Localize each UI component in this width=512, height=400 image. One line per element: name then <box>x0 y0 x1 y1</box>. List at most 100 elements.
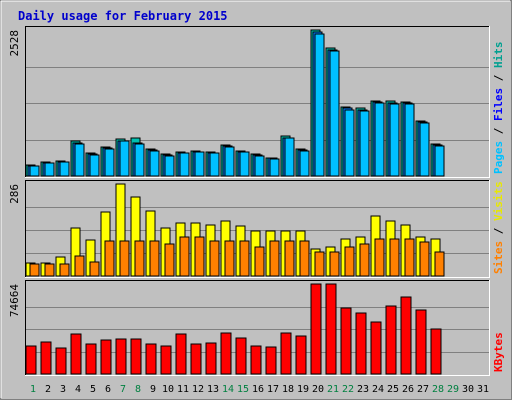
legend-entry: / <box>492 121 505 141</box>
x-tick-label: 14 <box>222 384 234 395</box>
bar-sites <box>374 238 385 277</box>
legend-entry: Sites <box>492 241 505 274</box>
bar-pages <box>134 143 145 177</box>
bar-sites <box>194 236 205 277</box>
bar-pages <box>29 165 40 177</box>
bar-sites <box>149 240 160 277</box>
bar-sites <box>389 238 400 277</box>
bar-pages <box>419 122 430 177</box>
bar-sites <box>89 261 100 277</box>
bar-kbytes <box>115 338 127 375</box>
bar-sites <box>254 246 265 277</box>
x-tick-label: 29 <box>447 384 459 395</box>
bar-pages <box>374 102 385 177</box>
bar-sites <box>44 263 55 277</box>
bar-pages <box>344 109 355 177</box>
x-tick-label: 24 <box>372 384 384 395</box>
x-tick-label: 3 <box>60 384 66 395</box>
bar-kbytes <box>310 283 322 375</box>
legend-entry: Files <box>492 88 505 121</box>
legend-entry: / <box>492 68 505 88</box>
bar-kbytes <box>25 345 37 375</box>
bar-kbytes <box>175 333 187 375</box>
x-tick-label: 31 <box>477 384 489 395</box>
bar-sites <box>134 240 145 277</box>
bar-kbytes <box>160 345 172 375</box>
panel-legend: KBytes <box>492 332 505 372</box>
bar-kbytes <box>70 333 82 375</box>
bar-sites <box>164 243 175 277</box>
bar-sites <box>284 240 295 277</box>
bar-kbytes <box>100 339 112 375</box>
x-tick-label: 11 <box>177 384 189 395</box>
x-tick-label: 19 <box>297 384 309 395</box>
bar-sites <box>419 241 430 277</box>
x-axis-background <box>25 380 490 396</box>
bar-sites <box>119 240 130 277</box>
bar-kbytes <box>415 309 427 375</box>
bar-pages <box>44 162 55 177</box>
bar-kbytes <box>385 305 397 375</box>
legend-entry: / <box>492 221 505 241</box>
x-tick-label: 15 <box>237 384 249 395</box>
x-tick-label: 22 <box>342 384 354 395</box>
bar-pages <box>164 155 175 177</box>
legend-entry: Visits <box>492 181 505 221</box>
bar-sites <box>29 263 40 277</box>
bar-sites <box>359 243 370 277</box>
bar-kbytes <box>235 337 247 375</box>
bar-kbytes <box>370 321 382 375</box>
bar-pages <box>299 150 310 177</box>
bar-kbytes <box>400 296 412 375</box>
bar-pages <box>149 150 160 177</box>
bar-sites <box>224 240 235 277</box>
x-tick-label: 7 <box>120 384 126 395</box>
bar-kbytes <box>205 342 217 375</box>
x-tick-label: 16 <box>252 384 264 395</box>
bar-pages <box>239 151 250 177</box>
y-max-label: 74664 <box>8 284 21 317</box>
x-tick-label: 30 <box>462 384 474 395</box>
legend-entry: Pages <box>492 141 505 174</box>
x-axis: 1 2 3 4 5 6 7 8 9 10 11 12 13 14 15 16 17 18 19 20 21 22 23 24 2… <box>25 380 490 396</box>
bar-pages <box>269 158 280 177</box>
bar-pages <box>59 161 70 177</box>
bar-kbytes <box>55 347 67 375</box>
bar-sites <box>179 236 190 277</box>
panel-legend: Pages / Files / Hits <box>492 42 505 175</box>
x-tick-label: 4 <box>75 384 81 395</box>
x-tick-label: 17 <box>267 384 279 395</box>
bar-kbytes <box>340 307 352 375</box>
bar-sites <box>344 246 355 277</box>
x-tick-label: 26 <box>402 384 414 395</box>
bar-pages <box>284 137 295 177</box>
x-tick-label: 21 <box>327 384 339 395</box>
x-tick-label: 9 <box>150 384 156 395</box>
panel-hits-files-pages: 2528 Pages / Files / Hits <box>8 26 505 178</box>
bar-kbytes <box>265 346 277 375</box>
x-tick-label: 6 <box>105 384 111 395</box>
bar-kbytes <box>250 345 262 375</box>
x-tick-label: 23 <box>357 384 369 395</box>
legend-entry: Hits <box>492 42 505 69</box>
bar-pages <box>179 152 190 177</box>
bar-pages <box>329 50 340 177</box>
bar-pages <box>74 143 85 177</box>
x-tick-label: 27 <box>417 384 429 395</box>
panel-visits-sites: 286 Sites / Visits <box>8 180 505 278</box>
panel-legend: Sites / Visits <box>492 181 505 274</box>
bar-pages <box>314 33 325 177</box>
bar-kbytes <box>40 341 52 375</box>
bar-kbytes <box>355 312 367 375</box>
bar-pages <box>224 146 235 177</box>
bar-kbytes <box>295 335 307 375</box>
bar-pages <box>89 154 100 177</box>
bar-sites <box>239 240 250 277</box>
bar-pages <box>194 151 205 177</box>
bar-kbytes <box>325 283 337 375</box>
x-tick-label: 1 <box>30 384 36 395</box>
bar-pages <box>209 152 220 177</box>
chart-panels: 2528 Pages / Files / Hits 286 Sites / Visit… <box>8 26 505 376</box>
bar-kbytes <box>130 338 142 375</box>
